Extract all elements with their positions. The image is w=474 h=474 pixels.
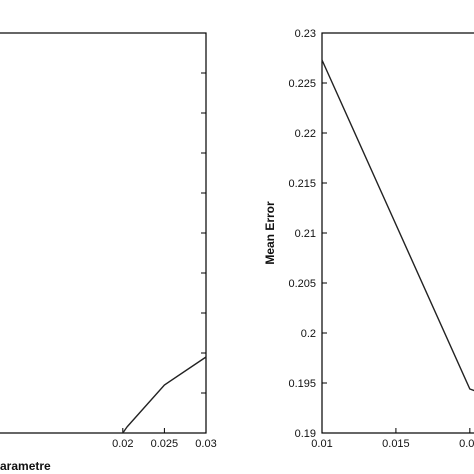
left-x-tick-label: 0.03 [195,438,216,450]
right-y-tick-label: 0.225 [288,78,316,90]
left-x-axis-label: Parametre [0,459,51,473]
left-x-tick-label: 0.025 [151,438,179,450]
left-y-ticks [201,72,206,394]
right-plot: 0.190.1950.20.2050.210.2150.220.2250.23 … [263,28,474,450]
right-y-tick-label: 0.2 [301,328,316,340]
right-plot-frame [321,32,474,434]
left-plot-frame [0,32,207,434]
right-x-tick-label: 0.02 [459,438,474,450]
left-x-tick-label: 0.02 [112,438,133,450]
right-data-line [321,59,474,392]
right-y-tick-label: 0.21 [295,228,316,240]
right-y-tick-label: 0.195 [288,378,316,390]
right-y-tick-label: 0.215 [288,178,316,190]
right-y-tick-label: 0.22 [295,128,316,140]
right-y-tick-label: 0.23 [295,28,316,40]
right-y-tick-label: 0.205 [288,278,316,290]
right-y-axis-label: Mean Error [263,201,277,265]
left-x-ticks: 0.02 0.025 0.03 [112,428,217,450]
right-y-tick-label: 0.19 [295,428,316,440]
left-plot: 0.02 0.025 0.03 Parametre [0,32,217,473]
left-data-line [122,356,207,434]
right-x-ticks: 0.01 0.015 0.02 [311,428,474,450]
right-x-tick-label: 0.015 [382,438,410,450]
right-y-ticks: 0.19 0.195 0.2 0.205 0.21 0.215 0.22 0.225 0.23 [288,28,327,440]
right-x-tick-label: 0.01 [311,438,332,450]
